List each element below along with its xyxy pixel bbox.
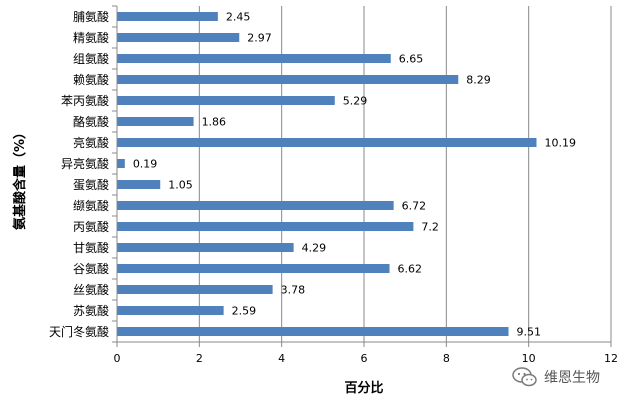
value-label: 7.2 [421,221,439,234]
category-label: 天门冬氨酸 [49,324,109,339]
bar [117,159,125,168]
value-label: 0.19 [133,158,158,171]
bar [117,54,391,63]
category-label: 蛋氨酸 [73,177,109,192]
bar [117,222,414,231]
x-tick-label: 10 [522,352,536,365]
value-label: 3.78 [281,284,306,297]
category-label: 丝氨酸 [73,282,109,297]
category-label: 苏氨酸 [73,303,109,318]
value-label: 2.45 [226,11,251,24]
x-tick-label: 0 [114,352,121,365]
value-label: 4.29 [302,242,327,255]
y-axis-title: 氨基酸含量（%） [12,126,28,231]
bar [117,33,240,42]
category-label: 缬氨酸 [73,198,109,213]
bar [117,75,459,84]
x-tick-labels: 0 2 4 6 8 10 12 [114,352,619,365]
value-label: 6.62 [398,263,423,276]
value-label: 10.19 [544,137,576,150]
category-label: 赖氨酸 [73,72,109,87]
value-label: 1.86 [202,116,227,129]
value-label: 8.29 [466,74,491,87]
bar [117,264,390,273]
x-tick-label: 2 [196,352,203,365]
category-label: 精氨酸 [73,30,109,45]
bar [117,180,161,189]
x-tick-label: 12 [604,352,618,365]
watermark-text: 维恩生物 [544,370,600,386]
bar [117,138,537,147]
bar [117,117,194,126]
value-label: 1.05 [168,179,193,192]
bars [117,12,537,336]
value-label: 2.97 [247,32,272,45]
category-label: 组氨酸 [73,51,109,66]
category-label: 甘氨酸 [73,240,109,255]
category-label: 亮氨酸 [73,135,109,150]
x-tick-label: 6 [361,352,368,365]
value-label: 9.51 [516,326,541,339]
value-label: 2.59 [232,305,257,318]
value-label: 6.72 [402,200,427,213]
category-label: 酪氨酸 [73,114,109,129]
category-label: 苯丙氨酸 [61,93,109,108]
category-labels: 脯氨酸精氨酸组氨酸赖氨酸苯丙氨酸酪氨酸亮氨酸异亮氨酸蛋氨酸缬氨酸丙氨酸甘氨酸谷氨… [49,9,109,339]
category-label: 脯氨酸 [73,9,109,24]
value-labels: 2.45 2.97 6.65 8.29 5.29 1.86 10.19 0.19 1.05 6.7… [133,11,576,339]
category-label: 谷氨酸 [73,261,109,276]
value-label: 5.29 [343,95,368,108]
bar [117,201,394,210]
x-tick-label: 4 [278,352,285,365]
axes [112,5,612,347]
wechat-icon [512,367,537,387]
bar [117,306,224,315]
bar [117,327,509,336]
bar [117,96,335,105]
value-label: 6.65 [399,53,424,66]
category-label: 异亮氨酸 [61,156,109,171]
watermark: 维恩生物 [512,366,600,388]
bar [117,12,218,21]
x-axis-title: 百分比 [344,380,383,396]
x-tick-label: 8 [443,352,450,365]
bar [117,243,294,252]
bar [117,285,273,294]
category-label: 丙氨酸 [73,219,109,234]
